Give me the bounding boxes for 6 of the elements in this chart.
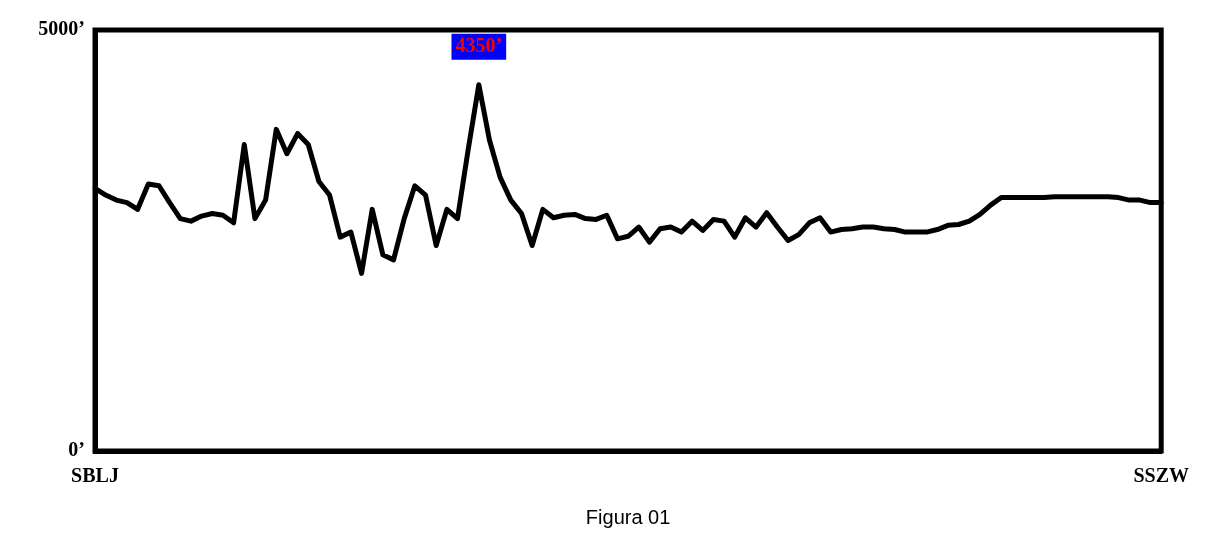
x-tick-label: SSZW xyxy=(1133,464,1189,487)
x-tick-label: SBLJ xyxy=(71,464,119,487)
y-tick-label: 0’ xyxy=(68,438,85,461)
y-tick-label: 5000’ xyxy=(38,17,85,40)
text: Figura 01 xyxy=(585,505,671,528)
annotation: 4350’ xyxy=(455,33,503,56)
